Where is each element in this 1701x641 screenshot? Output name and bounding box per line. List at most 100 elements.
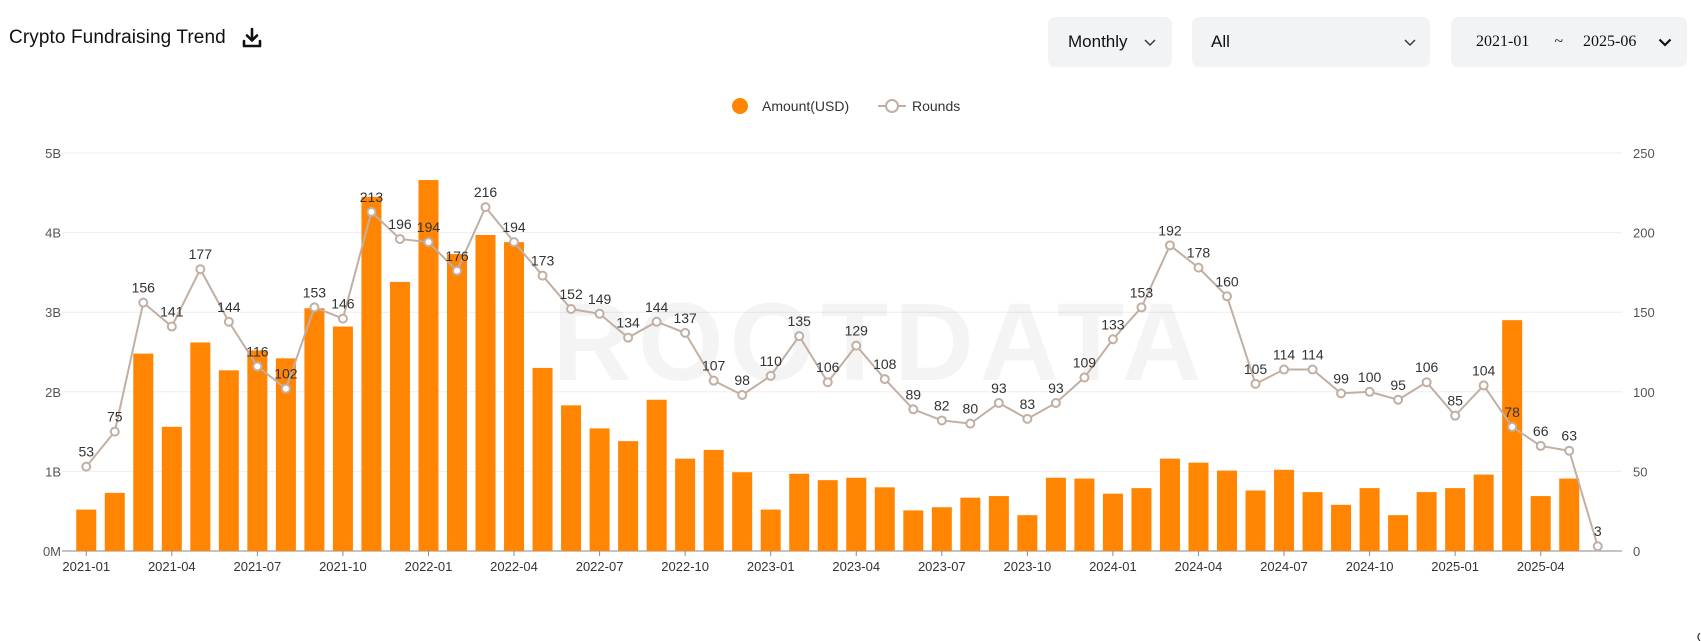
bar-amount bbox=[275, 358, 296, 551]
x-tick-label: 2022-07 bbox=[576, 559, 624, 574]
rounds-data-label: 192 bbox=[1158, 222, 1182, 238]
rounds-point bbox=[737, 389, 748, 400]
bar-amount bbox=[789, 473, 810, 551]
rounds-data-label: 114 bbox=[1301, 347, 1324, 363]
bar-amount bbox=[646, 399, 667, 551]
bar-amount bbox=[1188, 462, 1209, 551]
rounds-point bbox=[1022, 413, 1033, 424]
rounds-point bbox=[1450, 410, 1461, 421]
rounds-data-label: 213 bbox=[360, 189, 384, 205]
x-tick-label: 2021-04 bbox=[148, 559, 196, 574]
bar-amount bbox=[532, 367, 553, 551]
rounds-point bbox=[1307, 364, 1318, 375]
rounds-data-label: 173 bbox=[531, 253, 555, 269]
rounds-data-label: 110 bbox=[760, 353, 783, 369]
x-tick-label: 2023-01 bbox=[747, 559, 795, 574]
rounds-data-label: 108 bbox=[873, 356, 897, 372]
bar-amount bbox=[1530, 496, 1551, 551]
rounds-data-label: 100 bbox=[1358, 369, 1382, 385]
bar-amount bbox=[1302, 492, 1323, 551]
bar-amount bbox=[1274, 469, 1295, 551]
bar-amount bbox=[1045, 477, 1066, 551]
bar-amount bbox=[190, 342, 211, 551]
rounds-point bbox=[1535, 440, 1546, 451]
bar-amount bbox=[418, 180, 439, 551]
rounds-data-label: 78 bbox=[1504, 404, 1520, 420]
rounds-point bbox=[1364, 386, 1375, 397]
download-icon[interactable] bbox=[240, 26, 264, 50]
rounds-point bbox=[337, 313, 348, 324]
rounds-point bbox=[1507, 421, 1518, 432]
bar-amount bbox=[618, 441, 639, 551]
y-left-tick-label: 0M bbox=[43, 544, 61, 559]
bar-amount bbox=[504, 242, 525, 552]
rounds-data-label: 114 bbox=[1273, 347, 1296, 363]
rounds-point bbox=[794, 331, 805, 342]
y-right-tick-label: 0 bbox=[1633, 544, 1640, 559]
rounds-point bbox=[1193, 262, 1204, 273]
x-tick-label: 2021-10 bbox=[319, 559, 367, 574]
bar-amount bbox=[1017, 515, 1038, 551]
rounds-data-label: 129 bbox=[845, 323, 869, 339]
x-tick-label: 2024-01 bbox=[1089, 559, 1137, 574]
bar-amount bbox=[447, 254, 467, 552]
rounds-point bbox=[1050, 397, 1061, 408]
x-tick-label: 2021-07 bbox=[234, 559, 282, 574]
rounds-data-label: 106 bbox=[1415, 359, 1439, 375]
rounds-point bbox=[252, 361, 263, 372]
rounds-data-label: 144 bbox=[217, 299, 241, 315]
bar-amount bbox=[475, 234, 496, 551]
rounds-point bbox=[1107, 334, 1118, 345]
rounds-data-label: 105 bbox=[1244, 361, 1268, 377]
rounds-point bbox=[908, 404, 919, 415]
rounds-point bbox=[1564, 445, 1575, 456]
rounds-point bbox=[195, 264, 206, 275]
rounds-data-label: 89 bbox=[906, 386, 922, 402]
bar-amount bbox=[218, 370, 239, 551]
rounds-point bbox=[1393, 394, 1404, 405]
date-range-end[interactable]: 2025-06 bbox=[1582, 33, 1637, 50]
rounds-data-label: 109 bbox=[1073, 354, 1097, 370]
rounds-data-label: 176 bbox=[445, 248, 469, 264]
rounds-point bbox=[594, 308, 605, 319]
x-tick-label: 2024-10 bbox=[1346, 559, 1394, 574]
rounds-point bbox=[879, 374, 890, 385]
period-select[interactable]: Monthly bbox=[1048, 17, 1172, 67]
rounds-data-label: 134 bbox=[616, 315, 640, 331]
rounds-point bbox=[509, 237, 520, 248]
bar-amount bbox=[1131, 488, 1152, 551]
bar-amount bbox=[1217, 470, 1237, 551]
date-range-picker[interactable]: 2021-01 ~ 2025-06 bbox=[1451, 17, 1687, 67]
bar-amount bbox=[361, 196, 382, 551]
date-range-start[interactable]: 2021-01 bbox=[1476, 33, 1530, 50]
rounds-point bbox=[1279, 364, 1290, 375]
watermark-text: ROOTDATA bbox=[553, 281, 1208, 404]
resize-handle-icon bbox=[1697, 633, 1701, 641]
y-left-tick-label: 1B bbox=[45, 464, 61, 479]
rounds-point bbox=[280, 383, 291, 394]
rounds-point bbox=[680, 327, 691, 338]
page-title: Crypto Fundraising Trend bbox=[9, 27, 226, 48]
bar-amount bbox=[589, 428, 610, 551]
rounds-data-label: 178 bbox=[1187, 245, 1211, 261]
bar-amount bbox=[846, 477, 867, 551]
chevron-down-icon bbox=[1144, 39, 1156, 46]
rounds-data-label: 194 bbox=[417, 219, 441, 235]
bar-amount bbox=[332, 326, 353, 551]
bar-amount bbox=[1388, 515, 1409, 551]
category-select[interactable]: All bbox=[1192, 17, 1430, 67]
rounds-data-label: 196 bbox=[388, 216, 412, 232]
x-tick-label: 2023-07 bbox=[918, 559, 966, 574]
bar-amount bbox=[988, 496, 1009, 551]
y-right-tick-label: 250 bbox=[1633, 146, 1655, 161]
x-tick-label: 2023-10 bbox=[1004, 559, 1052, 574]
rounds-point bbox=[223, 316, 234, 327]
bar-amount bbox=[247, 350, 268, 551]
rounds-data-label: 146 bbox=[331, 296, 355, 312]
legend-amount-label: Amount(USD) bbox=[762, 98, 849, 114]
rounds-point bbox=[1164, 240, 1175, 251]
rounds-data-label: 153 bbox=[1130, 284, 1154, 300]
fundraising-chart: 0M 1B 2B 3B 4B 5B 0 50 100 150 200 250 ROOTDATA 2021-… bbox=[43, 98, 1655, 574]
y-right-tick-label: 200 bbox=[1633, 226, 1655, 241]
rounds-data-label: 93 bbox=[991, 380, 1007, 396]
